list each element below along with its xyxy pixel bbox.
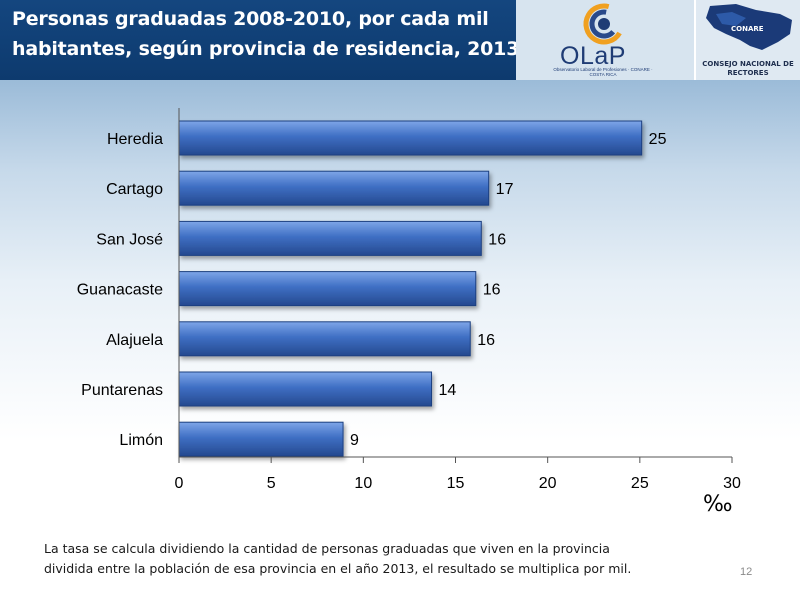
x-tick-label: 25 <box>631 475 649 492</box>
data-label: 16 <box>483 282 501 299</box>
data-label: 25 <box>649 131 667 148</box>
data-label: 14 <box>439 382 457 399</box>
costa-rica-map-icon <box>706 4 792 50</box>
x-axis-unit-label: ‰ <box>703 492 733 517</box>
x-tick-label: 20 <box>539 475 557 492</box>
category-label: San José <box>96 231 163 248</box>
category-label: Cartago <box>106 181 163 198</box>
conare-logo-name: CONSEJO NACIONAL DE RECTORES <box>702 60 794 77</box>
olap-logo-text: OLaP <box>560 42 626 70</box>
footnote-line-1: La tasa se calcula dividiendo la cantida… <box>44 541 610 556</box>
page-number: 12 <box>740 566 753 578</box>
bars-layer: Heredia 25 Cartago 17 San José 16 Guanacaste 16… <box>77 120 667 457</box>
footnote-line-2: dividida entre la población de esa provi… <box>44 561 632 576</box>
olap-logo-subtext: Observatorio Laboral de Profesiones · CO… <box>553 67 653 77</box>
bar-cartago <box>178 170 490 206</box>
footnote: La tasa se calcula dividiendo la cantida… <box>44 539 744 579</box>
slide-title-line-1: Personas graduadas 2008-2010, por cada m… <box>12 8 489 30</box>
category-label: Guanacaste <box>77 282 163 299</box>
bar-puntarenas <box>178 371 433 407</box>
category-label: Alajuela <box>106 332 163 349</box>
bar-heredia <box>178 120 643 156</box>
bar-guanacaste <box>178 271 477 307</box>
title-bar: Personas graduadas 2008-2010, por cada m… <box>0 0 520 80</box>
x-tick-label: 0 <box>175 475 184 492</box>
x-axis: 0 5 10 15 20 25 30 <box>175 108 741 492</box>
data-label: 16 <box>488 231 506 248</box>
conare-logo <box>696 0 800 80</box>
bar-chart: Heredia 25 Cartago 17 San José 16 Guanacaste 16… <box>77 108 741 492</box>
data-label: 9 <box>350 432 359 449</box>
bar-alajuela <box>178 321 471 357</box>
data-label: 17 <box>496 181 514 198</box>
x-tick-label: 15 <box>447 475 465 492</box>
olap-logo <box>516 0 694 80</box>
olap-emblem-icon <box>583 3 625 45</box>
category-label: Limón <box>119 432 163 449</box>
data-label: 16 <box>477 332 495 349</box>
category-label: Puntarenas <box>81 382 163 399</box>
bar-limon <box>178 421 344 457</box>
conare-logo-tag: CONARE <box>731 25 764 33</box>
category-label: Heredia <box>107 131 163 148</box>
slide-title-line-2: habitantes, según provincia de residenci… <box>12 38 520 60</box>
x-tick-label: 5 <box>267 475 276 492</box>
header: Personas graduadas 2008-2010, por cada m… <box>0 0 800 80</box>
x-tick-label: 10 <box>354 475 372 492</box>
bar-san-jose <box>178 220 482 256</box>
x-tick-label: 30 <box>723 475 741 492</box>
